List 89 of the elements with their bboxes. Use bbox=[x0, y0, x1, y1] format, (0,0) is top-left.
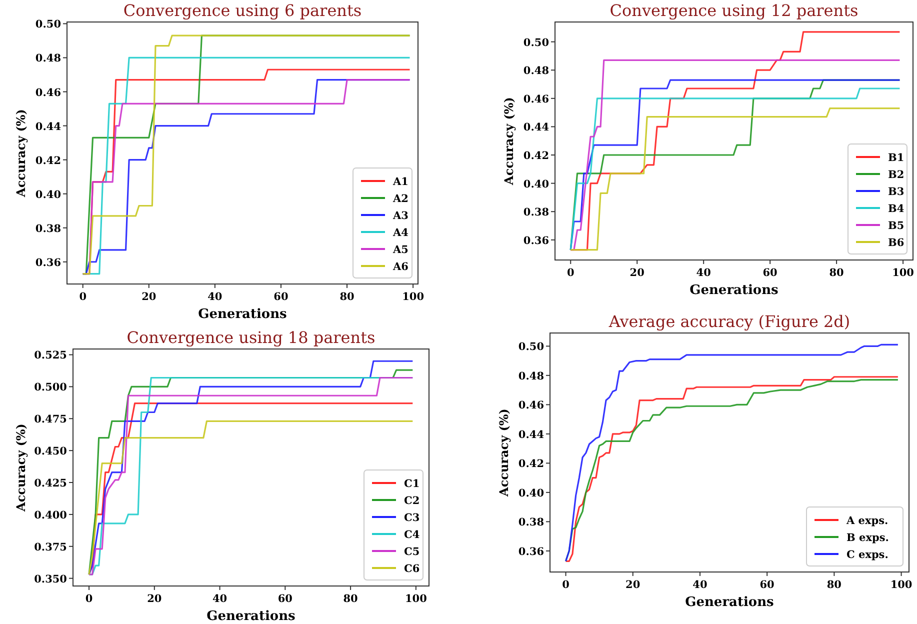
y-tick-label: 0.36 bbox=[35, 256, 61, 269]
x-tick-label: 100 bbox=[892, 267, 914, 279]
x-tick-label: 0 bbox=[566, 267, 574, 279]
chart-title: Convergence using 12 parents bbox=[610, 1, 858, 20]
y-tick-label: 0.46 bbox=[35, 86, 61, 99]
legend-label: A4 bbox=[392, 227, 408, 239]
y-tick-label: 0.38 bbox=[518, 516, 544, 529]
y-tick-label: 0.44 bbox=[35, 120, 61, 133]
x-tick-label: 20 bbox=[630, 267, 644, 279]
y-tick-label: 0.42 bbox=[35, 154, 61, 167]
x-tick-label: 20 bbox=[626, 579, 640, 591]
legend-label: B4 bbox=[888, 203, 904, 215]
x-axis-title: Generations bbox=[206, 609, 296, 624]
y-axis-title: Accuracy (%) bbox=[14, 109, 28, 198]
x-axis-title: Generations bbox=[685, 595, 774, 610]
y-tick-label: 0.40 bbox=[518, 487, 544, 500]
legend-label: B6 bbox=[888, 237, 904, 249]
x-tick-label: 20 bbox=[147, 593, 162, 605]
legend-label: B exps. bbox=[846, 532, 889, 544]
y-tick-label: 0.525 bbox=[34, 350, 67, 362]
x-tick-label: 80 bbox=[343, 593, 358, 605]
y-tick-label: 0.48 bbox=[35, 52, 61, 65]
y-tick-label: 0.46 bbox=[523, 93, 549, 106]
legend-label: C4 bbox=[404, 529, 420, 541]
legend-label: B3 bbox=[888, 186, 904, 198]
legend-label: C exps. bbox=[846, 549, 888, 561]
y-tick-label: 0.38 bbox=[523, 206, 549, 219]
x-tick-label: 100 bbox=[402, 291, 424, 303]
y-tick-label: 0.46 bbox=[518, 400, 544, 412]
x-tick-label: 0 bbox=[79, 291, 87, 303]
y-tick-label: 0.36 bbox=[523, 234, 549, 247]
legend-label: C5 bbox=[404, 546, 420, 558]
y-tick-label: 0.375 bbox=[34, 541, 67, 554]
y-tick-label: 0.50 bbox=[518, 341, 544, 354]
y-tick-label: 0.44 bbox=[518, 428, 544, 441]
x-tick-label: 80 bbox=[340, 291, 354, 303]
y-axis-title: Accuracy (%) bbox=[14, 424, 28, 512]
x-tick-label: 80 bbox=[826, 579, 842, 591]
x-tick-label: 60 bbox=[278, 593, 292, 605]
legend-label: B5 bbox=[888, 220, 904, 232]
legend-label: B1 bbox=[888, 152, 904, 164]
x-tick-label: 0 bbox=[85, 593, 93, 605]
y-tick-label: 0.48 bbox=[523, 65, 549, 78]
x-tick-label: 0 bbox=[562, 579, 570, 591]
chart-title: Convergence using 6 parents bbox=[123, 1, 362, 20]
legend-label: A6 bbox=[392, 261, 408, 273]
y-tick-label: 0.350 bbox=[34, 573, 67, 586]
chart-title: Convergence using 18 parents bbox=[126, 328, 376, 347]
legend-label: C3 bbox=[404, 512, 420, 524]
y-tick-label: 0.425 bbox=[34, 478, 67, 490]
y-tick-label: 0.36 bbox=[518, 546, 544, 558]
x-tick-label: 100 bbox=[890, 579, 912, 591]
x-tick-label: 80 bbox=[829, 267, 844, 279]
y-tick-label: 0.42 bbox=[518, 458, 544, 470]
legend-label: A3 bbox=[392, 210, 408, 222]
x-tick-label: 40 bbox=[696, 267, 711, 279]
y-tick-label: 0.400 bbox=[34, 509, 67, 522]
x-tick-label: 40 bbox=[208, 291, 222, 303]
legend-label: A5 bbox=[392, 244, 408, 256]
legend-label: A1 bbox=[392, 176, 408, 188]
x-tick-label: 20 bbox=[142, 291, 156, 303]
y-tick-label: 0.40 bbox=[35, 188, 61, 201]
y-axis-title: Accuracy (%) bbox=[497, 408, 511, 498]
legend-label: C6 bbox=[404, 563, 420, 575]
legend-label: C1 bbox=[404, 478, 420, 490]
chart-title: Average accuracy (Figure 2d) bbox=[608, 312, 850, 331]
x-tick-label: 40 bbox=[692, 579, 708, 591]
y-tick-label: 0.38 bbox=[35, 222, 61, 235]
x-tick-label: 60 bbox=[274, 291, 288, 303]
x-tick-label: 60 bbox=[762, 267, 778, 279]
y-tick-label: 0.50 bbox=[35, 18, 61, 31]
y-tick-label: 0.44 bbox=[523, 122, 549, 134]
x-tick-label: 60 bbox=[760, 579, 774, 591]
legend-label: B2 bbox=[888, 169, 904, 181]
legend-label: A exps. bbox=[846, 515, 888, 527]
y-axis-title: Accuracy (%) bbox=[502, 97, 516, 186]
y-tick-label: 0.450 bbox=[34, 446, 67, 458]
y-tick-label: 0.48 bbox=[518, 370, 544, 382]
legend-label: C2 bbox=[404, 495, 420, 507]
x-axis-title: Generations bbox=[198, 307, 287, 322]
x-tick-label: 40 bbox=[212, 593, 228, 605]
legend-label: A2 bbox=[392, 193, 408, 205]
y-tick-label: 0.40 bbox=[523, 178, 549, 190]
y-tick-label: 0.475 bbox=[34, 414, 67, 426]
y-tick-label: 0.42 bbox=[523, 150, 549, 162]
y-tick-label: 0.50 bbox=[523, 36, 549, 49]
x-axis-title: Generations bbox=[690, 283, 778, 298]
y-tick-label: 0.500 bbox=[34, 382, 67, 394]
x-tick-label: 100 bbox=[404, 593, 427, 605]
